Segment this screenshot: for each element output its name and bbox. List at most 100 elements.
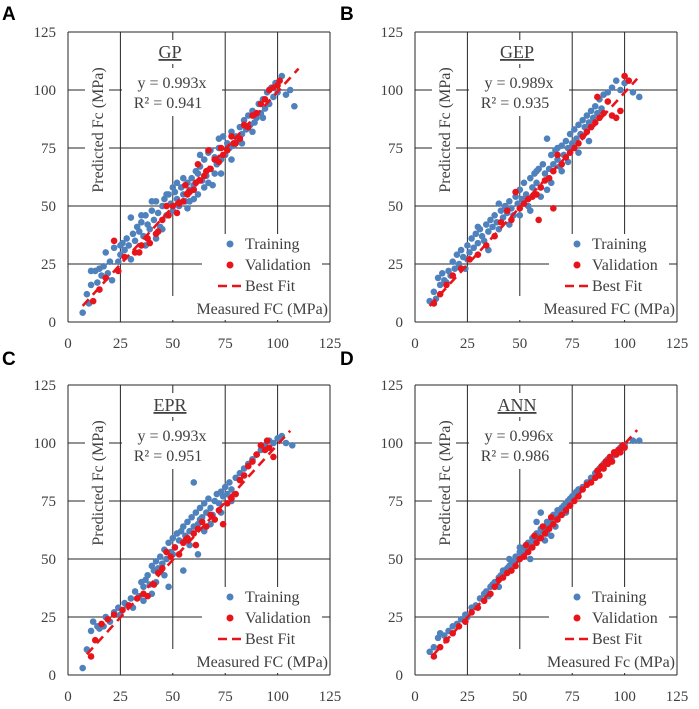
validation-point (194, 160, 202, 168)
validation-point (554, 151, 561, 159)
legend-label: Training (245, 236, 300, 253)
training-point (100, 263, 107, 270)
legend: Training Validation Best Fit (565, 589, 658, 648)
training-point (228, 486, 235, 493)
xlabel-background (515, 649, 669, 673)
training-point (585, 137, 593, 145)
x-tick-label: 0 (411, 336, 419, 352)
legend-label: Best Fit (245, 631, 296, 648)
legend-label: Best Fit (245, 278, 296, 295)
validation-point (537, 184, 545, 191)
panel-b: B 0 25 50 75 100 125 0 25 50 75 100 125 Predicted Fc … (340, 4, 688, 352)
validation-point (190, 530, 198, 537)
validation-point (110, 237, 118, 245)
training-point (194, 170, 202, 177)
training-point (200, 500, 208, 507)
legend-marker-training (573, 240, 581, 248)
y-tick-label: 0 (396, 315, 404, 331)
chart-title: EPR (153, 395, 186, 415)
training-point (495, 200, 503, 207)
training-point (457, 246, 465, 254)
validation-point (240, 472, 248, 479)
validation-point (508, 216, 515, 224)
training-point (489, 223, 496, 231)
validation-point (167, 553, 175, 560)
training-point (612, 77, 620, 85)
x-tick-label: 75 (565, 336, 580, 352)
xlabel-background (515, 296, 669, 320)
training-point (430, 288, 438, 296)
ylabel-background (85, 413, 109, 553)
x-tick-label: 25 (113, 336, 128, 352)
training-point (186, 541, 193, 549)
validation-point (219, 520, 227, 528)
training-point (282, 91, 290, 98)
validation-point (173, 209, 181, 217)
training-point (138, 211, 145, 219)
x-axis-label: Measured FC (MPa) (196, 301, 328, 318)
training-point (115, 258, 122, 265)
validation-point (579, 486, 586, 493)
validation-point (171, 544, 179, 551)
training-point (487, 216, 494, 224)
training-point (161, 571, 168, 579)
validation-point (270, 453, 277, 461)
x-tick-label: 100 (613, 336, 636, 352)
legend-label: Best Fit (592, 278, 643, 295)
equation-background (469, 68, 569, 116)
training-point (583, 112, 591, 119)
training-point (146, 225, 154, 233)
panel-letter: C (2, 349, 16, 370)
training-point (221, 483, 229, 491)
training-point (506, 198, 513, 205)
training-point (482, 221, 490, 228)
training-point (451, 265, 459, 272)
title-background (142, 393, 198, 417)
x-tick-label: 125 (319, 689, 342, 705)
r2-label: R² = 0.951 (134, 448, 203, 465)
legend-label: Training (592, 236, 647, 253)
validation-point (533, 191, 540, 198)
x-tick-label: 0 (64, 689, 72, 705)
training-point (438, 269, 446, 277)
training-point (506, 555, 513, 563)
training-point (131, 237, 139, 245)
validation-point (520, 553, 528, 560)
training-point (215, 135, 223, 143)
y-tick-label: 25 (388, 610, 403, 626)
training-point (196, 151, 204, 159)
training-point (282, 439, 290, 447)
training-point (184, 518, 191, 526)
equation-label: y = 0.993x (137, 428, 206, 445)
best-fit-line (432, 429, 639, 656)
training-point (288, 442, 296, 449)
training-point (547, 151, 555, 159)
training-point (562, 137, 570, 145)
training-point (470, 244, 477, 252)
validation-point (539, 523, 547, 530)
training-point (150, 216, 158, 224)
validation-point (159, 216, 166, 224)
panel-letter: B (340, 4, 354, 25)
training-point (173, 179, 181, 187)
training-point (526, 174, 534, 182)
training-point (148, 207, 156, 214)
title-background (489, 40, 545, 64)
training-point (129, 230, 137, 238)
training-point (125, 242, 133, 249)
validation-point (558, 160, 566, 168)
training-point (205, 179, 212, 187)
validation-point (512, 188, 519, 196)
training-point (449, 258, 457, 265)
legend-label: Validation (592, 610, 658, 627)
validation-point (604, 98, 612, 105)
training-point (543, 135, 551, 143)
validation-point (550, 520, 557, 528)
training-point (570, 126, 578, 133)
validation-point (522, 541, 530, 549)
training-point (537, 509, 545, 516)
validation-point (443, 281, 450, 289)
legend: Training Validation Best Fit (565, 236, 658, 295)
training-point (188, 513, 195, 521)
x-tick-label: 100 (613, 689, 636, 705)
